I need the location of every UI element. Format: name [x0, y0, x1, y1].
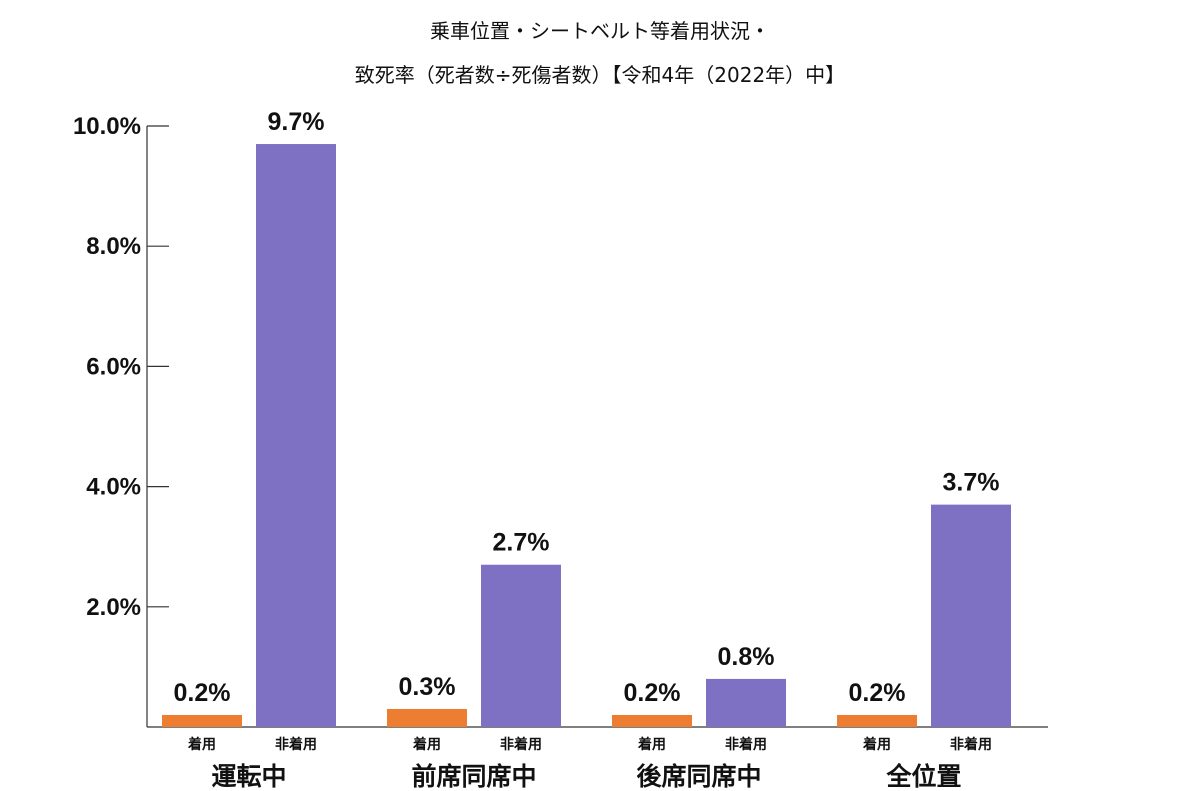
category-label: 全位置 — [885, 762, 961, 791]
data-label: 2.7% — [493, 529, 550, 557]
bar — [256, 144, 336, 727]
bar — [612, 714, 692, 727]
data-label: 0.2% — [849, 679, 906, 707]
y-tick-label: 4.0% — [86, 474, 141, 501]
category-label: 後席同席中 — [636, 762, 761, 791]
bar — [387, 708, 467, 727]
series-label: 非着用 — [275, 736, 317, 753]
data-label: 3.7% — [943, 469, 1000, 497]
data-label: 0.8% — [718, 643, 775, 671]
bar — [481, 564, 561, 727]
bar — [706, 678, 786, 727]
bar — [931, 504, 1011, 727]
bar — [837, 714, 917, 727]
y-tick-label: 2.0% — [86, 594, 141, 621]
category-label: 運転中 — [211, 762, 286, 791]
data-label: 0.2% — [624, 679, 681, 707]
series-label: 非着用 — [725, 736, 767, 753]
series-label: 非着用 — [500, 736, 542, 753]
data-label: 0.3% — [399, 673, 456, 701]
bar — [162, 714, 242, 727]
series-label: 着用 — [187, 736, 216, 753]
series-label: 着用 — [412, 736, 441, 753]
series-label: 非着用 — [950, 736, 992, 753]
data-label: 0.2% — [174, 679, 231, 707]
chart-title-line-1: 乗車位置・シートベルト等着用状況・ — [430, 19, 770, 43]
data-label: 9.7% — [268, 108, 325, 136]
series-label: 着用 — [637, 736, 666, 753]
series-label: 着用 — [862, 736, 891, 753]
chart-title-line-2: 致死率（死者数÷死傷者数）【令和4年（2022年）中】 — [355, 63, 845, 87]
y-tick-label: 6.0% — [86, 353, 141, 380]
y-tick-label: 8.0% — [86, 233, 141, 260]
category-label: 前席同席中 — [411, 762, 536, 791]
y-tick-label: 10.0% — [73, 113, 141, 140]
